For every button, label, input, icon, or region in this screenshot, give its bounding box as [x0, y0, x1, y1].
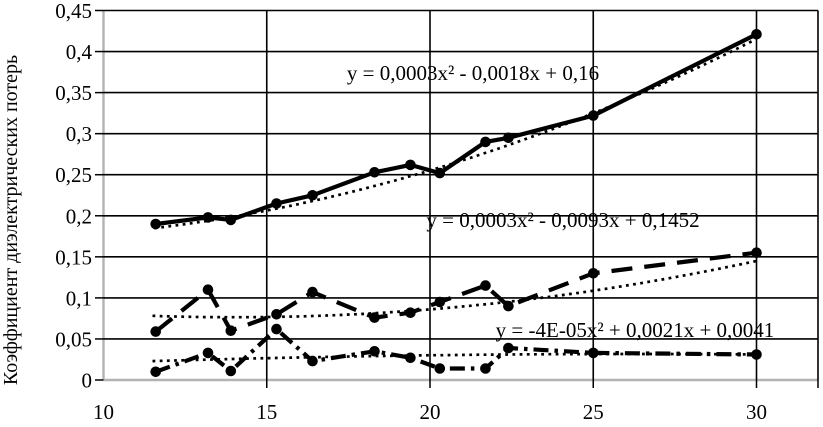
trendline-equation-2: y = 0,0003x² - 0,0093x + 0,1452 — [426, 208, 699, 232]
x-tick-label: 15 — [256, 400, 277, 424]
data-point-marker — [503, 342, 514, 354]
data-point-marker — [503, 132, 514, 144]
y-axis-title: Коэффициент диэлектрических потерь — [0, 55, 22, 385]
trendline-equation-1: y = 0,0003x² - 0,0018x + 0,16 — [347, 61, 599, 85]
y-tick-labels: 0 0,05 0,1 0,15 0,2 0,25 0,3 0,35 0,4 0,45 — [55, 0, 92, 393]
y-tick-label: 0,4 — [66, 40, 93, 64]
data-point-marker — [202, 212, 214, 223]
series-3-line — [154, 327, 757, 374]
data-point-marker — [307, 286, 318, 298]
y-tick-label: 0,2 — [66, 204, 92, 228]
series-1-markers — [150, 29, 762, 230]
x-tick-label: 25 — [583, 400, 604, 424]
data-point-marker — [307, 190, 318, 201]
gridlines — [103, 9, 819, 380]
series-2-markers — [150, 247, 762, 337]
series-2-line — [154, 250, 757, 334]
data-point-marker — [405, 352, 416, 364]
data-point-marker — [751, 247, 762, 258]
data-point-marker — [225, 325, 237, 337]
data-point-marker — [434, 296, 446, 308]
plot-area: 0 0,05 0,1 0,15 0,2 0,25 0,3 0,35 0,4 0,45 10 15 20 2… — [55, 0, 819, 424]
data-point-marker — [751, 349, 762, 360]
data-point-marker — [202, 284, 214, 296]
data-point-marker — [202, 347, 214, 359]
trendline-equation-3: y = -4E-05x² + 0,0021x + 0,0041 — [496, 318, 775, 342]
data-point-marker — [369, 346, 380, 357]
y-tick-label: 0,35 — [55, 81, 92, 105]
data-point-marker — [405, 307, 416, 319]
data-point-marker — [434, 167, 446, 179]
data-point-marker — [405, 159, 416, 171]
data-point-marker — [588, 268, 599, 279]
data-point-marker — [271, 323, 282, 335]
y-tick-label: 0,15 — [55, 245, 92, 269]
y-tick-label: 0 — [82, 369, 93, 393]
data-point-marker — [369, 167, 380, 178]
data-point-marker — [225, 214, 237, 226]
data-point-marker — [588, 347, 599, 359]
data-point-marker — [434, 363, 446, 374]
data-point-marker — [480, 136, 491, 148]
x-tick-label: 30 — [746, 400, 767, 424]
data-point-marker — [307, 355, 318, 367]
series-3-markers — [150, 323, 762, 378]
data-point-marker — [503, 300, 514, 312]
data-point-marker — [480, 280, 491, 291]
y-tick-label: 0,05 — [55, 327, 92, 351]
y-tick-label: 0,3 — [66, 122, 92, 146]
data-point-marker — [225, 365, 237, 377]
data-point-marker — [588, 110, 599, 121]
data-point-marker — [150, 218, 161, 230]
data-point-marker — [369, 312, 380, 323]
y-tick-label: 0,1 — [66, 286, 92, 310]
axis-ticks — [95, 9, 819, 388]
data-point-marker — [271, 198, 282, 209]
axis-lines — [102, 10, 818, 382]
y-tick-label: 0,45 — [55, 0, 92, 23]
x-tick-label: 20 — [420, 400, 441, 424]
x-tick-labels: 10 15 20 25 30 — [93, 400, 767, 424]
data-point-marker — [480, 363, 491, 374]
data-point-marker — [271, 309, 282, 320]
data-point-marker — [150, 326, 161, 337]
trendline-2 — [152, 258, 761, 319]
y-tick-label: 0,25 — [55, 163, 92, 187]
x-tick-label: 10 — [93, 400, 114, 424]
data-point-marker — [751, 29, 762, 40]
data-point-marker — [150, 366, 161, 378]
